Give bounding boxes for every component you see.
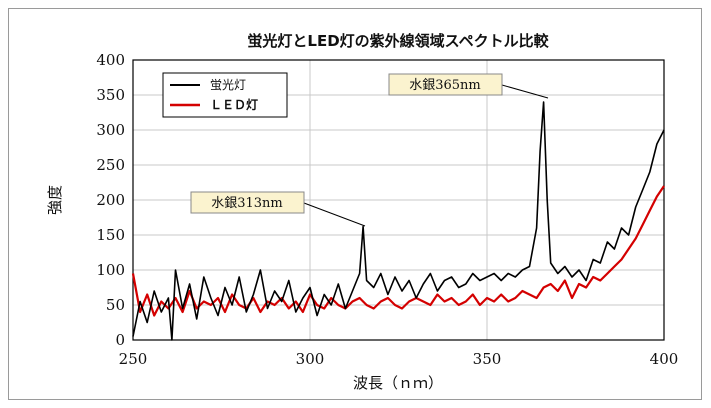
x-axis-label: 波長（ｎｍ） [353, 374, 443, 392]
chart-title: 蛍光灯とLED灯の紫外線領域スペクトル比較 [247, 32, 549, 50]
y-tick-label: 250 [96, 156, 125, 174]
x-tick-label: 300 [296, 350, 325, 368]
annotation-leader-365 [501, 84, 549, 99]
y-tick-label: 0 [115, 331, 125, 349]
annotation-leader-313 [303, 202, 366, 227]
y-tick-label: 50 [106, 296, 125, 314]
x-axis: 250 300 350 400 [119, 350, 679, 368]
y-tick-label: 300 [96, 121, 125, 139]
x-tick-label: 400 [650, 350, 679, 368]
y-tick-label: 100 [96, 261, 125, 279]
y-axis: 0 50 100 150 200 250 300 350 400 [96, 51, 125, 349]
plot-area [132, 59, 665, 341]
x-tick-label: 350 [473, 350, 502, 368]
annotation-box-313 [190, 191, 305, 214]
legend-box [162, 72, 288, 118]
chart-frame [8, 8, 702, 400]
legend-label-fluorescent: 蛍光灯 [210, 78, 246, 92]
annotation-313: 水銀313nm [211, 196, 283, 211]
y-axis-label: 強度 [46, 185, 64, 215]
series-lines [131, 101, 665, 341]
legend: 蛍光灯 ＬＥＤ灯 [162, 72, 288, 118]
series-line-led [131, 185, 665, 317]
y-tick-label: 150 [96, 226, 125, 244]
y-tick-label: 200 [96, 191, 125, 209]
annotations: 水銀313nm 水銀365nm [190, 73, 549, 227]
legend-label-led: ＬＥＤ灯 [210, 97, 258, 112]
annotation-box-365 [388, 73, 503, 96]
series-line-fluorescent [132, 101, 665, 341]
x-tick-label: 250 [119, 350, 148, 368]
annotation-365: 水銀365nm [409, 78, 481, 93]
y-tick-label: 350 [96, 86, 125, 104]
y-tick-label: 400 [96, 51, 125, 69]
